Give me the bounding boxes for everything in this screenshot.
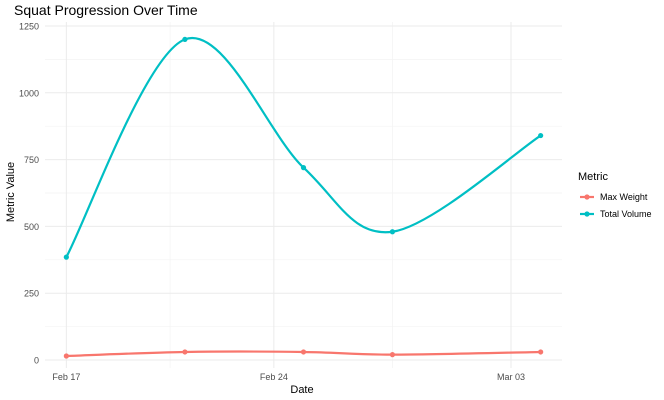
y-tick-label: 0 [34, 355, 39, 365]
x-tick-label: Feb 24 [260, 372, 288, 382]
data-point-total-volume [182, 36, 188, 42]
data-point-max-weight [63, 353, 69, 359]
grid-major [45, 22, 562, 368]
y-tick-label: 750 [24, 155, 39, 165]
x-axis-label: Date [290, 384, 313, 396]
data-point-total-volume [63, 254, 69, 260]
data-point-total-volume [300, 165, 307, 171]
y-axis-label: Metric Value [5, 162, 17, 222]
series-line-total-volume [65, 36, 542, 259]
y-tick-label: 250 [24, 289, 39, 299]
x-tick-label: Feb 17 [52, 372, 80, 382]
chart-title: Squat Progression Over Time [14, 2, 198, 18]
series-points [63, 36, 544, 359]
data-point-max-weight [300, 349, 307, 355]
data-point-max-weight [389, 352, 396, 358]
legend-title: Metric [578, 171, 608, 183]
legend-label-max-weight: Max Weight [600, 192, 648, 202]
y-tick-label: 500 [24, 222, 39, 232]
grid-minor [45, 22, 562, 368]
y-tick-label: 1250 [19, 22, 39, 32]
data-point-max-weight [538, 349, 544, 355]
legend-label-total-volume: Total Volume [600, 209, 652, 219]
legend-key-point-max-weight [584, 194, 590, 200]
data-point-total-volume [389, 229, 396, 235]
data-point-max-weight [182, 349, 188, 355]
y-axis-ticks: 0 250 500 750 1000 1250 [19, 22, 39, 366]
y-tick-label: 1000 [19, 88, 39, 98]
x-axis-ticks: Feb 17 Feb 24 Mar 03 [52, 372, 525, 382]
data-point-total-volume [538, 132, 544, 139]
legend-key-point-total-volume [584, 211, 590, 217]
legend: Metric Max Weight Total Volume [578, 171, 652, 219]
x-tick-label: Mar 03 [497, 372, 525, 382]
